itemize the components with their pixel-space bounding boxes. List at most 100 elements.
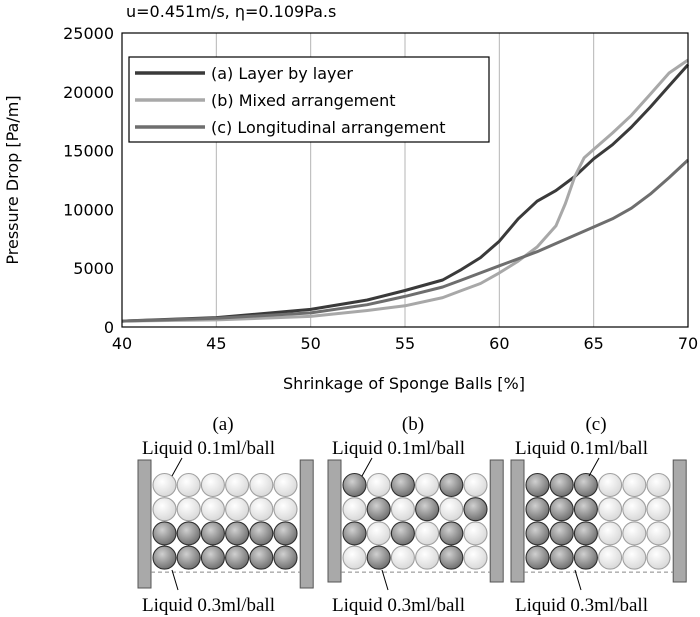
x-axis-label: Shrinkage of Sponge Balls [%] [283, 374, 525, 393]
right-plate [299, 459, 314, 589]
ball-high-liquid [439, 472, 464, 498]
arrangement-diagram: (a) Liquid 0.1ml/ball Liquid 0.3ml/ball (b)… [137, 414, 687, 616]
ball-high-liquid [525, 545, 550, 570]
right-plate [672, 459, 687, 583]
panel-b: (b) Liquid 0.1ml/ball Liquid 0.3ml/ball [327, 414, 504, 616]
chart-title: u=0.451m/s, η=0.109Pa.s [126, 2, 336, 21]
ball-high-liquid [439, 521, 464, 546]
ball-low-liquid [249, 472, 274, 498]
ball-high-liquid [525, 497, 550, 522]
legend-entry: (b) Mixed arrangement [211, 91, 396, 110]
ball-high-liquid [152, 545, 177, 570]
ball-high-liquid [176, 521, 201, 546]
ball-low-liquid [152, 472, 177, 498]
pressure-drop-chart: u=0.451m/s, η=0.109Pa.s Pressure Drop [P… [3, 2, 698, 393]
ball-low-liquid [273, 472, 298, 498]
ball-low-liquid [415, 472, 440, 498]
ball-high-liquid [549, 497, 574, 522]
ball-low-liquid [622, 545, 647, 570]
ball-low-liquid [622, 521, 647, 546]
panel-a: (a) Liquid 0.1ml/ball Liquid 0.3ml/ball [137, 414, 314, 616]
ball-low-liquid [598, 472, 623, 498]
panel-label: (a) [212, 414, 233, 435]
ball-low-liquid [152, 497, 177, 522]
ball-low-liquid [439, 497, 464, 522]
ball-low-liquid [200, 472, 225, 498]
y-tick-label: 10000 [63, 200, 114, 219]
bottom-leader-line [171, 569, 179, 591]
ball-low-liquid [249, 497, 274, 522]
ball-low-liquid [646, 472, 671, 498]
ball-high-liquid [573, 497, 598, 522]
ball-low-liquid [463, 521, 488, 546]
ball-low-liquid [273, 497, 298, 522]
ball-high-liquid [225, 545, 250, 570]
ball-high-liquid [573, 521, 598, 546]
ball-high-liquid [390, 521, 415, 546]
bottom-leader-line [574, 569, 582, 591]
x-tick-label: 40 [112, 334, 132, 353]
ball-high-liquid [549, 472, 574, 498]
ball-low-liquid [622, 472, 647, 498]
ball-low-liquid [200, 497, 225, 522]
top-leader-line [588, 457, 600, 477]
left-plate [510, 459, 525, 583]
ball-high-liquid [549, 521, 574, 546]
left-plate [137, 459, 152, 589]
ball-high-liquid [273, 521, 298, 546]
ball-low-liquid [646, 545, 671, 570]
data-series [121, 58, 690, 323]
ball-low-liquid [342, 497, 367, 522]
top-leader-line [171, 457, 183, 477]
bottom-liquid-label: Liquid 0.3ml/ball [142, 595, 275, 616]
ball-low-liquid [598, 521, 623, 546]
ball-high-liquid [439, 545, 464, 570]
ball-high-liquid [415, 497, 440, 522]
panel-label: (b) [402, 414, 424, 435]
ball-low-liquid [646, 521, 671, 546]
ball-high-liquid [525, 472, 550, 498]
plot-area-frame [121, 32, 689, 328]
ball-low-liquid [366, 472, 391, 498]
ball-low-liquid [390, 497, 415, 522]
ball-low-liquid [415, 521, 440, 546]
y-tick-label: 5000 [73, 259, 114, 278]
tick-labels: 40 45 50 55 60 65 70 0 5000 10000 15000 20000 25000 [63, 24, 698, 353]
ball-high-liquid [573, 545, 598, 570]
legend: (a) Layer by layer (b) Mixed arrangement (… [128, 56, 490, 143]
y-axis-label: Pressure Drop [Pa/m] [3, 95, 22, 264]
bottom-leader-line [381, 569, 389, 591]
bottom-liquid-label: Liquid 0.3ml/ball [515, 595, 648, 616]
ball-high-liquid [176, 545, 201, 570]
top-liquid-label: Liquid 0.1ml/ball [515, 438, 648, 459]
top-leader-line [361, 457, 373, 477]
ball-high-liquid [200, 545, 225, 570]
ball-high-liquid [200, 521, 225, 546]
y-tick-label: 0 [104, 318, 114, 337]
series-line-a [121, 63, 690, 323]
x-tick-label: 70 [678, 334, 698, 353]
ball-low-liquid [598, 497, 623, 522]
ball-high-liquid [463, 497, 488, 522]
ball-high-liquid [549, 545, 574, 570]
x-tick-label: 60 [489, 334, 509, 353]
ball-high-liquid [525, 521, 550, 546]
top-liquid-label: Liquid 0.1ml/ball [142, 438, 275, 459]
y-tick-label: 15000 [63, 142, 114, 161]
top-liquid-label: Liquid 0.1ml/ball [332, 438, 465, 459]
left-plate [327, 459, 342, 583]
ball-low-liquid [225, 497, 250, 522]
panel-label: (c) [585, 414, 606, 435]
ball-low-liquid [390, 545, 415, 570]
legend-entry: (c) Longitudinal arrangement [211, 118, 446, 137]
series-line-c [121, 158, 690, 323]
ball-low-liquid [415, 545, 440, 570]
ball-high-liquid [390, 472, 415, 498]
x-tick-label: 45 [206, 334, 226, 353]
ball-low-liquid [176, 497, 201, 522]
ball-high-liquid [273, 545, 298, 570]
ball-low-liquid [622, 497, 647, 522]
series-line-b [121, 58, 689, 323]
ball-low-liquid [225, 472, 250, 498]
